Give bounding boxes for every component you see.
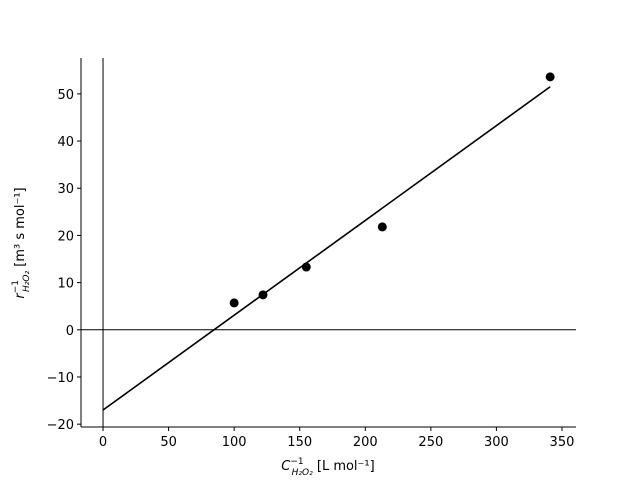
y-label-subscript: H₂O₂ xyxy=(22,271,32,292)
fit-line xyxy=(102,86,551,411)
y-label-symbol: r xyxy=(13,292,28,299)
y-tick-label: 20 xyxy=(57,229,74,244)
y-tick-label: 30 xyxy=(57,182,74,197)
x-tick-label: 100 xyxy=(222,435,247,450)
y-label-superscript: −1 xyxy=(11,280,21,293)
x-tick-label: 150 xyxy=(287,435,312,450)
y-tick-label: 50 xyxy=(57,88,74,103)
x-label-superscript: −1 xyxy=(290,457,303,467)
y-tick-label: −20 xyxy=(47,418,74,433)
data-point xyxy=(377,222,387,232)
x-tick-label: 250 xyxy=(418,435,443,450)
x-tick-label: 200 xyxy=(353,435,378,450)
data-point xyxy=(545,72,555,82)
y-tick-label: 10 xyxy=(57,277,74,292)
x-tick-label: 50 xyxy=(160,435,177,450)
x-axis-label: C−1 H₂O₂ [L mol⁻¹] xyxy=(281,457,374,478)
y-axis-label: r−1H₂O₂ [m³ s mol⁻¹] xyxy=(11,187,32,298)
data-point xyxy=(258,290,268,300)
y-label-unit: [m³ s mol⁻¹] xyxy=(13,187,28,271)
y-tick-label: 0 xyxy=(66,324,74,339)
y-tick-label: 40 xyxy=(57,135,74,150)
x-tick-label: 300 xyxy=(484,435,509,450)
data-point xyxy=(301,262,311,272)
data-point xyxy=(229,298,239,308)
x-label-subscript: H₂O₂ xyxy=(292,468,313,478)
x-label-symbol: C xyxy=(281,459,291,474)
y-tick-label: −10 xyxy=(47,371,74,386)
x-tick-label: 0 xyxy=(99,435,107,450)
x-tick-label: 350 xyxy=(550,435,575,450)
x-label-unit: [L mol⁻¹] xyxy=(313,459,375,474)
